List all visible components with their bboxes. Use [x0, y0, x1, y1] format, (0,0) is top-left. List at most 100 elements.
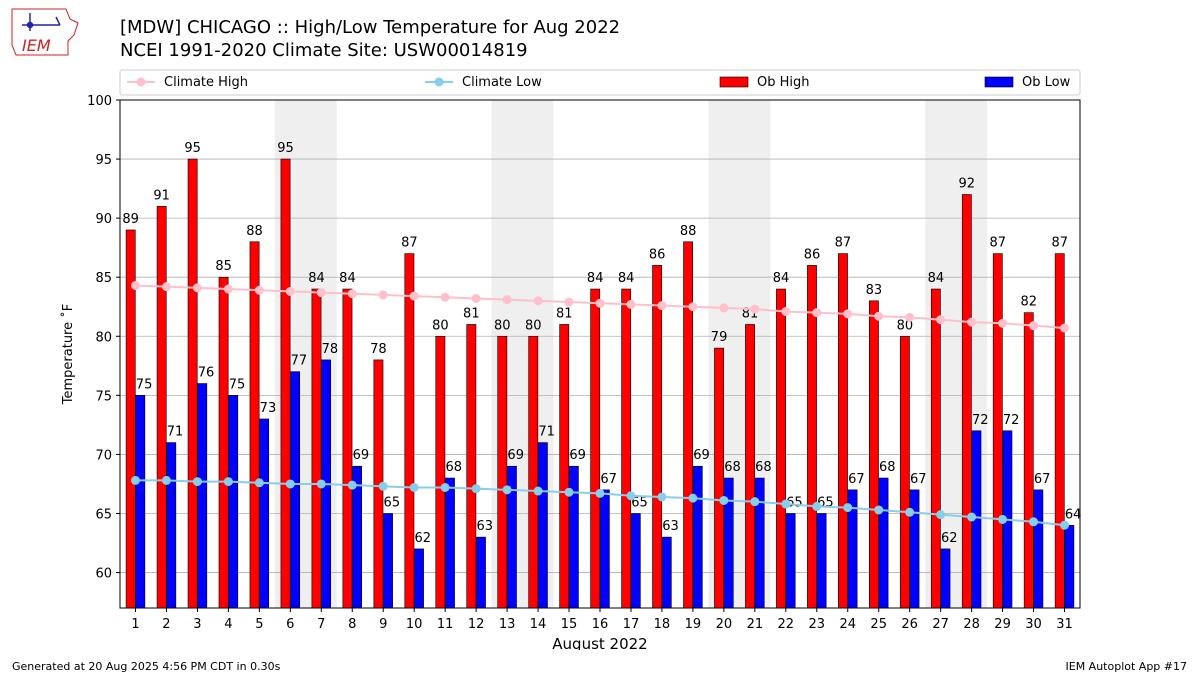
- label-ob-low-5: 73: [260, 401, 277, 416]
- label-ob-high-25: 83: [866, 283, 883, 298]
- bar-ob-low-5: [259, 418, 270, 609]
- point-climate-low-11: [440, 482, 450, 492]
- x-tick-label-2: 2: [162, 617, 170, 632]
- y-tick-label-95: 95: [95, 153, 112, 168]
- point-climate-low-17: [626, 491, 636, 501]
- label-ob-low-15: 69: [569, 448, 586, 463]
- point-climate-high-31: [1060, 323, 1070, 333]
- bar-ob-high-3: [187, 158, 198, 609]
- climate-lines: [130, 280, 1070, 530]
- y-tick-label-100: 100: [87, 94, 112, 109]
- point-climate-high-26: [905, 312, 915, 322]
- y-tick-label-85: 85: [95, 271, 112, 286]
- bar-ob-high-11: [435, 335, 446, 609]
- bar-ob-low-14: [537, 442, 548, 609]
- point-climate-low-14: [533, 486, 543, 496]
- label-ob-high-23: 86: [804, 247, 821, 262]
- x-tick-label-25: 25: [870, 617, 887, 632]
- label-ob-high-27: 84: [928, 271, 945, 286]
- bar-ob-high-30: [1023, 312, 1034, 609]
- point-climate-high-16: [595, 298, 605, 308]
- bar-ob-high-22: [776, 288, 786, 609]
- bar-ob-high-27: [930, 288, 941, 609]
- y-tick-label-70: 70: [95, 448, 112, 463]
- point-climate-high-8: [347, 289, 357, 299]
- bar-ob-low-12: [476, 536, 486, 609]
- point-climate-high-3: [192, 283, 202, 293]
- label-ob-high-5: 88: [246, 224, 263, 239]
- x-tick-label-16: 16: [592, 617, 609, 632]
- x-tick-label-9: 9: [379, 617, 387, 632]
- x-axis: 1 2 3 4 5 6 7 8 9 10 11 12 13 14 15 16 17 18 19 20 21 22 23 24 2…: [131, 608, 1073, 632]
- point-climate-high-7: [316, 288, 326, 298]
- bar-ob-low-19: [692, 465, 703, 609]
- bar-ob-high-26: [899, 335, 910, 609]
- point-climate-low-28: [967, 512, 977, 522]
- bar-ob-high-13: [497, 335, 508, 609]
- label-ob-high-28: 92: [959, 177, 976, 192]
- bar-ob-high-15: [559, 324, 570, 609]
- x-tick-label-19: 19: [685, 617, 702, 632]
- bar-ob-high-2: [156, 206, 167, 609]
- point-climate-low-27: [936, 510, 946, 520]
- bar-ob-low-23: [816, 513, 827, 609]
- label-ob-high-24: 87: [835, 236, 852, 251]
- label-ob-low-1: 75: [136, 377, 153, 392]
- label-ob-low-30: 67: [1034, 472, 1051, 487]
- label-ob-high-26: 80: [897, 318, 914, 333]
- label-ob-high-1: 89: [122, 212, 139, 227]
- label-ob-low-13: 69: [507, 448, 524, 463]
- point-climate-low-8: [347, 480, 357, 490]
- point-climate-low-10: [409, 482, 419, 492]
- label-ob-low-6: 77: [291, 354, 308, 369]
- point-climate-high-24: [843, 309, 853, 319]
- y-tick-label-75: 75: [95, 389, 112, 404]
- point-climate-low-20: [719, 495, 729, 505]
- point-climate-low-24: [843, 503, 853, 513]
- point-climate-low-3: [192, 477, 202, 487]
- point-climate-high-27: [936, 315, 946, 325]
- bar-ob-low-10: [414, 548, 424, 609]
- label-ob-high-20: 79: [711, 330, 728, 345]
- bar-ob-low-16: [599, 489, 610, 609]
- point-climate-low-21: [750, 497, 760, 507]
- point-climate-low-18: [657, 492, 667, 502]
- label-ob-low-18: 63: [662, 519, 679, 534]
- bar-ob-low-31: [1064, 525, 1075, 609]
- legend-item-climate-high: Climate High: [127, 75, 248, 90]
- x-tick-label-12: 12: [468, 617, 485, 632]
- chart-title: [MDW] CHICAGO :: High/Low Temperature fo…: [120, 17, 621, 38]
- point-climate-high-30: [1029, 321, 1039, 331]
- bar-ob-low-4: [228, 395, 239, 609]
- point-climate-high-23: [812, 308, 822, 318]
- point-climate-high-12: [471, 293, 481, 303]
- label-ob-high-10: 87: [401, 236, 418, 251]
- label-ob-low-22: 65: [786, 495, 803, 510]
- x-tick-label-20: 20: [716, 617, 733, 632]
- bar-ob-low-1: [135, 395, 146, 609]
- bar-ob-low-22: [785, 513, 796, 609]
- bar-ob-low-6: [290, 371, 301, 609]
- label-ob-high-22: 84: [773, 271, 790, 286]
- legend: Climate High Climate Low Ob High Ob Low: [119, 69, 1081, 96]
- point-climate-high-11: [440, 292, 450, 302]
- bar-ob-high-14: [528, 335, 539, 609]
- point-climate-high-14: [533, 296, 543, 306]
- bar-ob-high-21: [745, 324, 755, 609]
- x-tick-label-3: 3: [193, 617, 201, 632]
- point-climate-low-9: [378, 481, 388, 491]
- bar-ob-high-12: [466, 324, 477, 609]
- point-climate-high-5: [254, 285, 264, 295]
- x-tick-label-28: 28: [963, 617, 980, 632]
- bar-ob-low-15: [568, 465, 579, 609]
- bar-ob-low-9: [383, 513, 393, 609]
- label-ob-high-4: 85: [215, 259, 232, 274]
- bar-ob-high-7: [311, 288, 322, 609]
- label-ob-low-27: 62: [941, 531, 958, 546]
- bar-ob-low-26: [909, 489, 920, 609]
- bar-ob-low-17: [630, 513, 641, 609]
- bar-ob-high-19: [683, 241, 694, 609]
- label-ob-low-11: 68: [445, 460, 462, 475]
- label-ob-low-19: 69: [693, 448, 710, 463]
- label-ob-high-12: 81: [463, 306, 480, 321]
